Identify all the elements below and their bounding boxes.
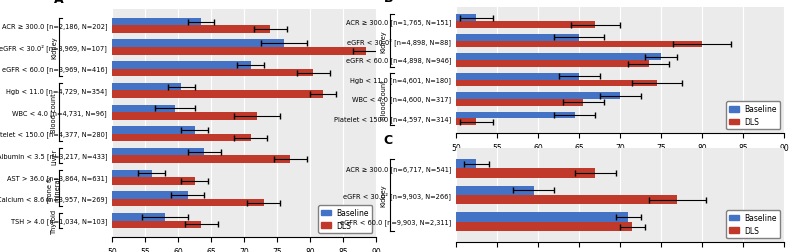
Bar [112, 127, 194, 134]
Bar [112, 170, 152, 177]
Bar [112, 105, 174, 113]
Bar [112, 148, 205, 156]
Bar [112, 19, 201, 26]
Bar [112, 213, 165, 221]
Bar [112, 199, 264, 207]
Bar [456, 112, 575, 119]
Bar [112, 177, 194, 185]
Bar [456, 222, 632, 231]
Legend: Baseline, DLS: Baseline, DLS [726, 102, 780, 130]
Bar [456, 100, 583, 106]
Bar [112, 62, 250, 70]
Bar [456, 74, 579, 80]
Bar [112, 83, 182, 91]
Bar [112, 40, 284, 48]
Bar [112, 156, 290, 164]
Text: Kidney: Kidney [381, 30, 387, 53]
Bar [456, 61, 649, 68]
Bar [456, 93, 620, 100]
Bar [112, 221, 201, 228]
Bar [456, 22, 595, 29]
Bar [456, 54, 661, 61]
Bar [456, 169, 595, 178]
Text: Bone &
mineral: Bone & mineral [47, 176, 61, 201]
Bar [456, 159, 477, 169]
Bar [112, 113, 258, 120]
Text: Blood count: Blood count [381, 80, 387, 119]
Bar [112, 192, 188, 199]
Text: A: A [54, 0, 63, 6]
Text: Kidney: Kidney [381, 184, 387, 207]
Bar [456, 35, 579, 42]
Legend: Baseline, DLS: Baseline, DLS [318, 205, 372, 233]
Text: Kidney: Kidney [51, 37, 57, 59]
Text: Thyroid: Thyroid [51, 208, 57, 233]
Legend: Baseline, DLS: Baseline, DLS [726, 210, 780, 238]
Bar [112, 91, 323, 99]
Text: Liver: Liver [51, 148, 57, 164]
Bar [112, 48, 366, 55]
Bar [456, 42, 702, 48]
Bar [456, 15, 477, 22]
Bar [456, 213, 628, 222]
Text: C: C [384, 134, 393, 147]
Bar [112, 134, 250, 142]
Bar [456, 195, 678, 205]
Bar [456, 119, 477, 126]
X-axis label: AUC: AUC [610, 158, 630, 167]
Bar [456, 186, 534, 195]
Bar [112, 26, 270, 34]
Text: Blood count: Blood count [51, 93, 57, 133]
Bar [456, 80, 657, 87]
Text: B: B [384, 0, 394, 5]
Bar [112, 70, 314, 77]
